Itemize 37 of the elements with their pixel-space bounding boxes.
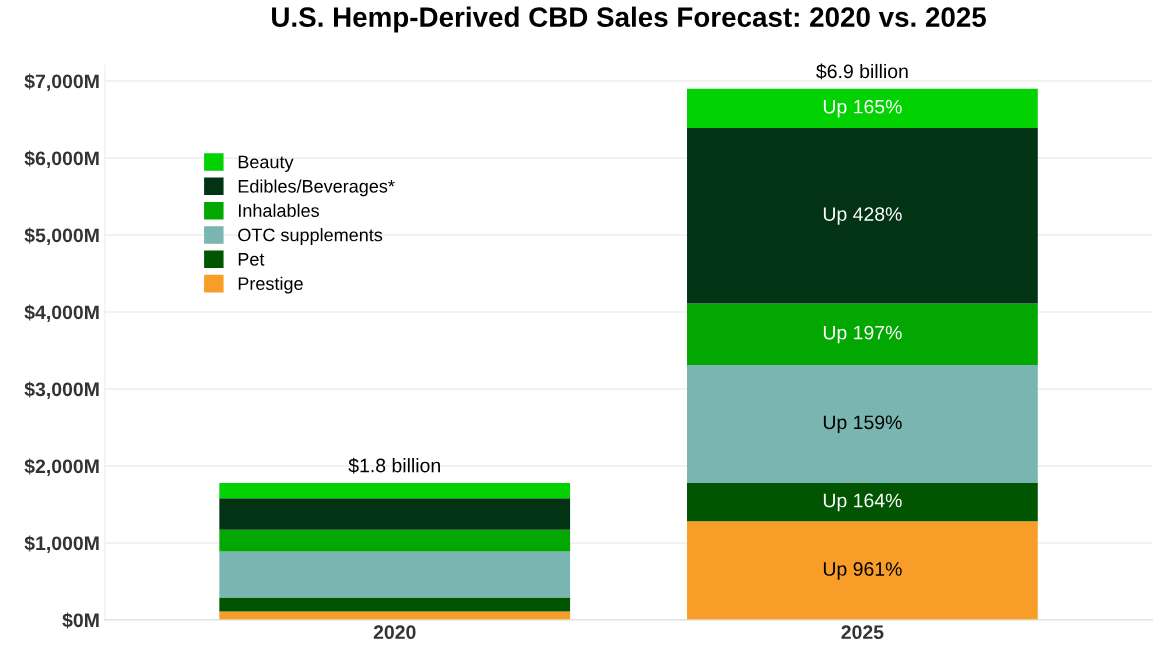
data-label: Up 197% — [823, 325, 902, 344]
legend-label: OTC supplements — [238, 228, 383, 245]
bar — [219, 482, 571, 499]
data-label: Up 159% — [823, 415, 902, 434]
y-tick-label: $1,000M — [24, 535, 99, 553]
total-label: $1.8 billion — [348, 457, 440, 474]
y-tick-label: $6,000M — [24, 150, 99, 169]
bar — [687, 521, 1038, 620]
legend-label: Pet — [238, 253, 265, 266]
legend-label: Inhalables — [238, 203, 319, 218]
y-tick-label: $3,000M — [24, 381, 99, 400]
y-tick-label: $7,000M — [24, 73, 99, 92]
legend-label: Edibles/Beverages* — [238, 179, 395, 197]
total-label: $6.9 billion — [816, 63, 908, 80]
bar — [219, 551, 571, 598]
x-tick-label: 2025 — [841, 625, 884, 640]
x-tick-label: 2020 — [373, 625, 416, 640]
bar — [219, 611, 571, 620]
y-tick-label: $5,000M — [24, 227, 99, 246]
bar — [687, 365, 1038, 483]
y-tick-label: $4,000M — [24, 304, 99, 323]
data-label: Up 961% — [823, 562, 902, 580]
chart-title: U.S. Hemp-Derived CBD Sales Forecast: 2020 vs. 2025 — [272, 6, 986, 33]
data-label: Up 165% — [823, 99, 902, 118]
y-tick-label: $2,000M — [24, 458, 99, 476]
bar — [687, 482, 1038, 522]
bar — [687, 88, 1038, 128]
data-label: Up 428% — [823, 207, 902, 225]
bar — [219, 529, 571, 552]
legend-label: Prestige — [238, 276, 303, 294]
bar — [219, 498, 571, 530]
data-label: Up 164% — [823, 493, 902, 512]
bar — [219, 597, 571, 612]
y-tick-label: $0M — [62, 612, 99, 629]
legend-label: Beauty — [238, 155, 294, 172]
bar — [687, 303, 1038, 366]
bar — [687, 127, 1038, 304]
